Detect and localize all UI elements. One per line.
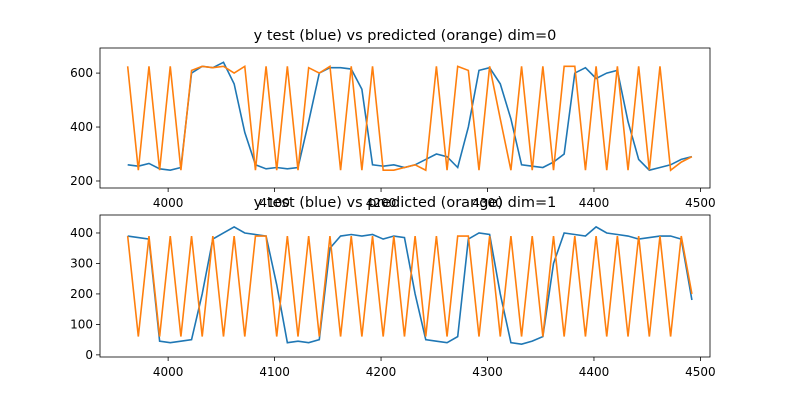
chart-title: y test (blue) vs predicted (orange) dim=…: [254, 28, 557, 44]
y-tick-label: 300: [70, 256, 93, 270]
data-line: [126, 64, 693, 172]
y-tick-label: 600: [70, 66, 93, 80]
data-line: [127, 61, 693, 172]
y-tick-label: 400: [70, 226, 93, 240]
chart-title: y test (blue) vs predicted (orange) dim=…: [254, 195, 557, 211]
y-tick-label: 200: [70, 174, 93, 188]
x-tick-label: 4100: [259, 196, 290, 210]
y-tick-label: 400: [70, 120, 93, 134]
x-tick-label: 4200: [366, 365, 397, 379]
x-tick-label: 4400: [579, 365, 610, 379]
data-line: [126, 235, 693, 337]
data-line: [127, 225, 693, 346]
x-tick-label: 4300: [472, 196, 503, 210]
x-tick-label: 4400: [579, 196, 610, 210]
x-tick-label: 4000: [153, 196, 184, 210]
axes-frame: [99, 47, 711, 189]
axes-frame: [99, 214, 711, 358]
x-tick-label: 4500: [685, 196, 716, 210]
x-tick-label: 4100: [259, 365, 290, 379]
x-tick-label: 4500: [685, 365, 716, 379]
y-tick-label: 200: [70, 287, 93, 301]
x-tick-label: 4200: [366, 196, 397, 210]
x-tick-label: 4300: [472, 365, 503, 379]
y-tick-label: 100: [70, 317, 93, 331]
x-tick-label: 4000: [153, 365, 184, 379]
y-tick-label: 0: [85, 348, 93, 362]
